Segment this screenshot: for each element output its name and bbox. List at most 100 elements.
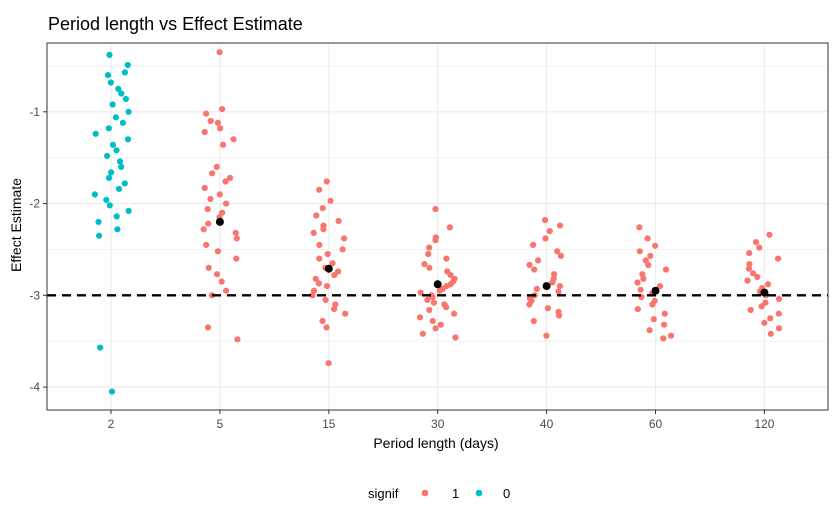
data-point-signif-1 [775,295,783,303]
data-points [91,49,783,395]
data-point-signif-1 [766,231,773,238]
data-point-signif-1 [205,264,212,271]
data-point-signif-1 [542,235,549,242]
x-tick-label: 2 [108,417,115,431]
data-point-signif-1 [219,209,226,216]
data-point-signif-1 [205,220,212,227]
data-point-signif-0 [112,114,119,121]
data-point-signif-0 [118,90,125,97]
data-point-signif-1 [636,224,643,231]
data-point-signif-1 [535,257,542,264]
data-point-signif-1 [323,178,330,185]
data-point-signif-0 [125,207,132,214]
legend-swatch-signif-1 [421,489,429,497]
data-point-signif-1 [650,316,657,323]
data-point-signif-1 [419,330,426,337]
data-point-signif-1 [322,296,329,303]
data-point-signif-1 [331,306,338,313]
data-point-signif-1 [531,266,538,273]
data-point-signif-1 [216,191,223,198]
data-point-signif-1 [324,250,331,258]
data-point-signif-1 [310,229,317,236]
data-point-signif-1 [233,255,240,262]
data-point-signif-1 [543,332,550,339]
data-point-signif-1 [446,224,453,231]
legend-swatch-signif-0 [475,489,483,497]
data-point-signif-1 [429,317,436,325]
data-point-signif-1 [758,303,765,310]
x-tick-label: 60 [649,417,663,431]
data-point-signif-1 [634,279,641,286]
data-point-signif-1 [634,306,641,313]
data-point-signif-1 [554,248,561,255]
data-point-signif-1 [636,248,643,255]
data-point-signif-1 [320,226,327,233]
data-point-signif-1 [331,272,338,279]
data-point-signif-1 [213,163,220,170]
data-point-signif-1 [541,217,549,224]
data-point-signif-1 [426,306,433,314]
data-point-signif-1 [530,317,537,325]
data-point-signif-1 [234,336,241,343]
data-point-signif-0 [104,152,111,159]
data-point-signif-1 [425,250,432,258]
data-point-signif-1 [426,244,433,251]
data-point-signif-1 [747,306,754,314]
y-tick-label: -4 [29,380,40,394]
x-axis-ticks: 2 5 15 30 40 60 120 [108,410,775,431]
data-point-signif-1 [223,200,230,207]
data-point-signif-1 [656,283,664,290]
data-point-signif-0 [95,218,102,225]
data-point-signif-0 [115,85,122,92]
mean-point [651,286,660,295]
data-point-signif-1 [767,315,774,322]
data-point-signif-1 [416,314,424,321]
data-point-signif-0 [104,72,112,79]
data-point-signif-1 [750,270,757,277]
data-point-signif-1 [207,195,214,203]
data-point-signif-0 [106,51,113,59]
data-point-signif-1 [647,252,654,259]
data-point-signif-1 [432,325,439,332]
data-point-signif-1 [555,288,562,295]
data-point-signif-1 [213,271,221,278]
data-point-signif-1 [775,310,782,317]
data-point-signif-1 [645,261,652,269]
data-point-signif-1 [436,287,443,294]
data-point-signif-1 [207,117,214,125]
data-point-signif-1 [756,244,763,251]
data-point-signif-0 [109,101,116,108]
data-point-signif-1 [443,304,450,311]
data-point-signif-0 [108,169,115,176]
data-point-signif-1 [220,141,227,148]
data-point-signif-0 [119,119,126,126]
data-point-signif-1 [430,299,437,306]
data-point-signif-1 [204,324,212,331]
data-point-signif-1 [209,170,216,177]
data-point-signif-1 [309,292,316,299]
data-point-signif-1 [549,279,556,286]
data-point-signif-1 [526,261,533,269]
data-point-signif-1 [646,327,653,334]
data-point-signif-0 [121,180,128,187]
data-point-signif-1 [319,205,326,212]
data-point-signif-0 [103,196,110,203]
data-point-signif-1 [329,260,336,267]
data-point-signif-1 [637,286,644,293]
data-point-signif-1 [312,275,319,282]
mean-point [324,264,333,273]
data-point-signif-1 [662,266,670,273]
data-point-signif-1 [313,212,320,219]
data-point-signif-0 [113,213,120,220]
data-point-signif-0 [116,158,124,165]
legend: signif 1 0 [368,486,510,501]
data-point-signif-1 [429,294,436,301]
data-point-signif-0 [115,185,123,192]
data-point-signif-1 [644,235,651,242]
data-point-signif-1 [746,250,753,257]
legend-label-1: 1 [452,486,459,501]
mean-point [542,282,551,291]
data-point-signif-1 [551,271,558,278]
y-tick-label: -3 [29,288,40,302]
data-point-signif-1 [222,178,229,185]
